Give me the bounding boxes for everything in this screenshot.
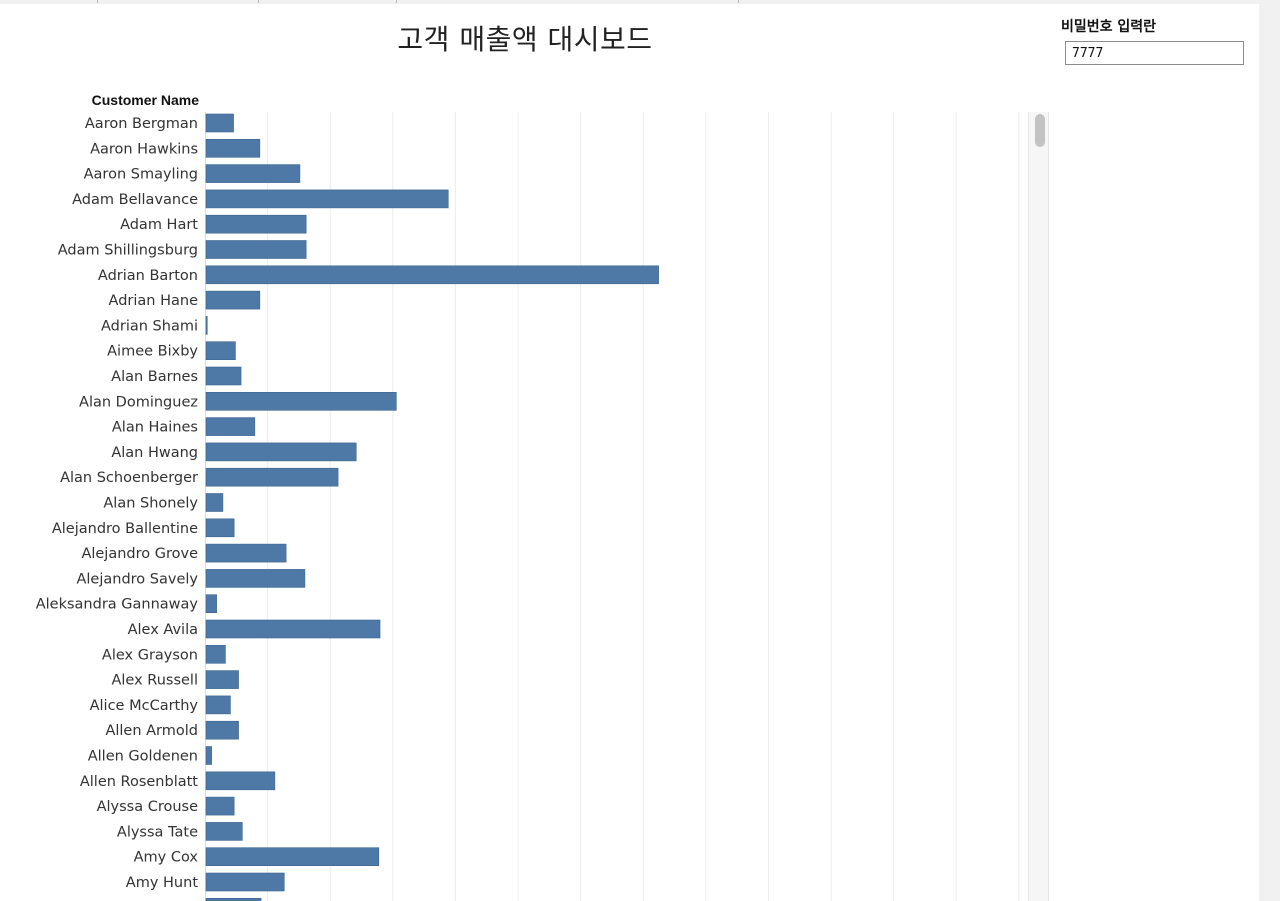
sales-bar[interactable]	[205, 138, 261, 158]
password-label: 비밀번호 입력란	[1061, 19, 1157, 35]
sales-bar[interactable]	[205, 391, 397, 411]
sales-bar[interactable]	[205, 240, 307, 259]
password-input[interactable]	[1065, 41, 1244, 65]
customer-name-label: Adam Shillingsburg	[58, 243, 198, 259]
scrollbar-thumb[interactable]	[1035, 114, 1045, 147]
sales-bar[interactable]	[205, 442, 357, 462]
sales-bar[interactable]	[205, 594, 217, 614]
customer-name-label: Allen Rosenblatt	[80, 774, 198, 790]
customer-name-label: Allen Armold	[105, 723, 198, 739]
sales-bar[interactable]	[205, 720, 239, 740]
customer-name-label: Amy Cox	[134, 850, 199, 866]
customer-name-label: Alan Schoenberger	[60, 470, 198, 486]
sales-bar-chart: Aaron Bergman Aaron Hawkins Aaron Smayling…	[36, 112, 1020, 901]
customer-name-label: Alan Dominguez	[79, 394, 198, 410]
customer-name-label: Aaron Bergman	[85, 116, 198, 132]
sales-bar[interactable]	[205, 417, 256, 436]
dashboard-title: 고객 매출액 대시보드	[397, 23, 653, 56]
sales-bar[interactable]	[205, 822, 243, 841]
customer-name-label: Alyssa Crouse	[97, 799, 199, 815]
sales-bar[interactable]	[205, 569, 306, 588]
sales-bar[interactable]	[205, 796, 235, 816]
sales-bar[interactable]	[205, 518, 235, 538]
customer-name-label: Adam Bellavance	[72, 192, 198, 208]
customer-name-label: Alyssa Tate	[117, 824, 198, 840]
sales-bar[interactable]	[205, 746, 212, 765]
sales-bar[interactable]	[205, 189, 449, 209]
sales-bar[interactable]	[205, 847, 380, 867]
sales-bar[interactable]	[205, 543, 287, 563]
customer-name-label: Adrian Shami	[101, 318, 198, 334]
customer-name-label: Aleksandra Gannaway	[36, 597, 199, 613]
sales-bar[interactable]	[205, 113, 234, 133]
sales-bar[interactable]	[205, 265, 659, 285]
sales-bar[interactable]	[205, 644, 226, 664]
sales-bar[interactable]	[205, 164, 301, 183]
sales-bar[interactable]	[205, 670, 239, 689]
customer-name-label: Adrian Barton	[98, 268, 198, 284]
customer-name-label: Allen Goldenen	[88, 749, 198, 765]
customer-name-label: Amy Hunt	[126, 875, 199, 891]
customer-name-label: Alex Grayson	[102, 647, 198, 663]
sales-bar[interactable]	[205, 493, 224, 512]
customer-name-label: Alan Shonely	[103, 496, 198, 512]
customer-name-label: Adam Hart	[120, 217, 198, 233]
sales-bar[interactable]	[205, 695, 231, 715]
sales-bar[interactable]	[205, 341, 236, 360]
chart-scrollbar[interactable]	[1028, 112, 1049, 901]
customer-name-label: Adrian Hane	[109, 293, 199, 309]
sales-bar[interactable]	[205, 872, 285, 892]
customer-name-label: Alejandro Grove	[81, 546, 198, 562]
customer-name-label: Aaron Smayling	[84, 167, 198, 183]
customer-name-label: Alex Russell	[111, 673, 198, 689]
dashboard-canvas: 고객 매출액 대시보드 비밀번호 입력란 Customer Name Aaron…	[0, 4, 1259, 901]
customer-name-label: Aimee Bixby	[107, 344, 198, 360]
top-divider	[97, 0, 98, 3]
customer-name-label: Alice McCarthy	[90, 698, 199, 714]
customer-name-label: Alan Barnes	[111, 369, 198, 385]
top-divider	[396, 0, 397, 3]
sales-bar[interactable]	[205, 214, 307, 234]
customer-name-label: Alejandro Ballentine	[52, 521, 198, 537]
sales-bar[interactable]	[205, 366, 242, 386]
sales-bar[interactable]	[205, 290, 261, 310]
customer-name-label: Alan Haines	[112, 420, 198, 436]
customer-name-header: Customer Name	[91, 92, 199, 108]
sales-bar[interactable]	[205, 619, 381, 639]
window-top-strip	[0, 0, 1280, 4]
customer-name-label: Aaron Hawkins	[90, 141, 198, 157]
top-divider	[738, 0, 739, 3]
sales-bar[interactable]	[205, 897, 262, 901]
customer-name-label: Alan Hwang	[111, 445, 198, 461]
sales-bar[interactable]	[205, 771, 276, 791]
sales-bar[interactable]	[205, 316, 208, 335]
top-divider	[258, 0, 259, 3]
sales-bar[interactable]	[205, 467, 339, 487]
customer-name-label: Alejandro Savely	[76, 571, 198, 587]
customer-name-label: Alex Avila	[128, 622, 198, 638]
